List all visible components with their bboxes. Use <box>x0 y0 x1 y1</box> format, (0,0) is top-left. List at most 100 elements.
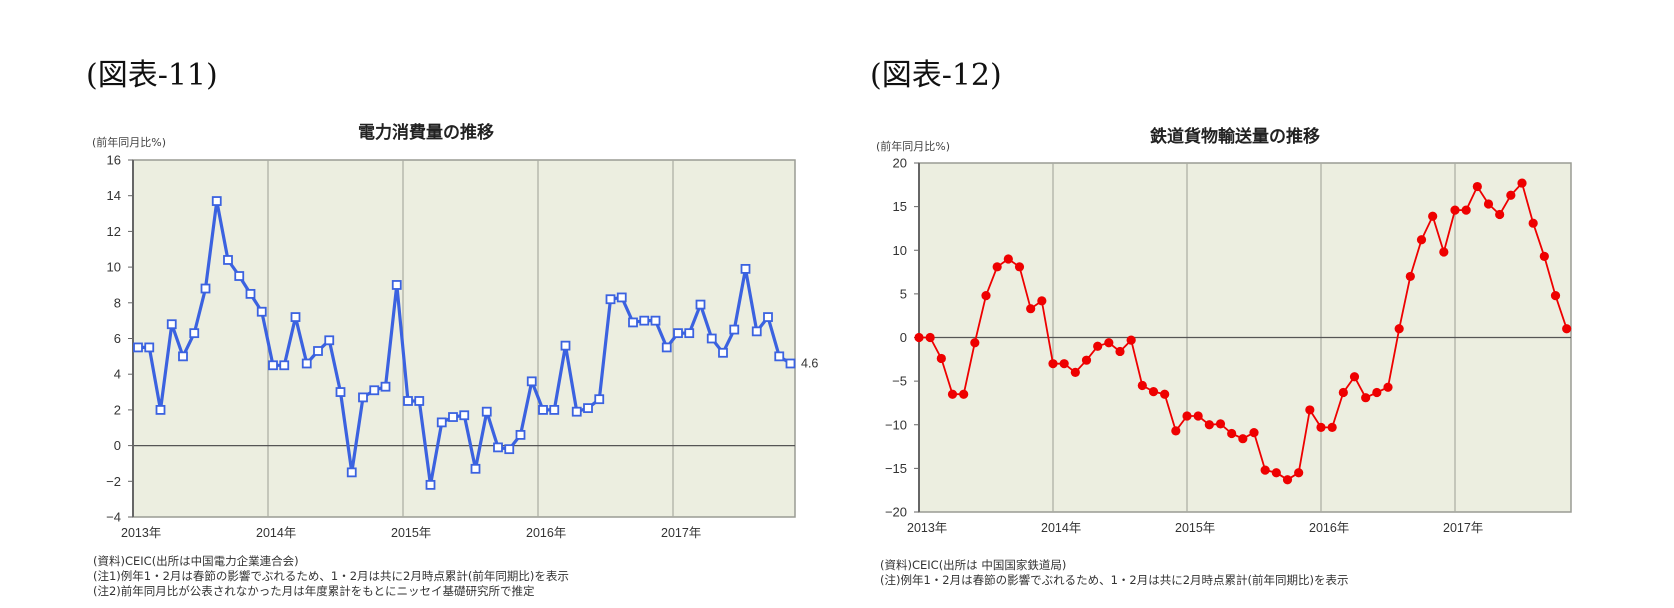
data-point-marker <box>346 467 357 478</box>
y-tick-label: 8 <box>114 295 121 310</box>
y-tick-label: −20 <box>885 505 907 520</box>
data-point-marker <box>959 389 969 399</box>
data-point-marker <box>1316 422 1326 432</box>
data-point-marker <box>245 288 256 299</box>
data-point-marker <box>144 342 155 353</box>
data-point-marker <box>1282 475 1293 485</box>
data-point-marker <box>1037 296 1047 306</box>
data-point-marker <box>684 328 695 339</box>
y-tick-label: 6 <box>114 331 121 346</box>
data-point-marker <box>459 410 470 421</box>
data-point-marker <box>936 353 946 364</box>
data-point-marker <box>1450 205 1460 215</box>
data-point-marker <box>1115 346 1125 357</box>
note-source: (資料)CEIC(出所は中国電力企業連合会) <box>93 554 299 568</box>
data-point-marker <box>234 271 245 281</box>
data-point-marker <box>1483 199 1494 209</box>
data-point-marker <box>1539 251 1549 261</box>
data-point-marker <box>1070 367 1080 377</box>
data-point-marker <box>414 396 425 406</box>
note-source: (資料)CEIC(出所は 中国国家鉄道局) <box>880 558 1067 572</box>
data-point-marker <box>594 394 605 405</box>
data-point-marker <box>1126 335 1136 345</box>
data-point-marker <box>166 319 177 330</box>
data-point-marker <box>538 404 548 415</box>
y-tick-label: −4 <box>106 510 121 525</box>
data-point-marker <box>1238 434 1248 444</box>
y-tick-label: 14 <box>107 188 121 203</box>
figure-label: (図表-11) <box>86 58 218 93</box>
data-point-marker <box>785 358 796 369</box>
data-point-marker <box>992 262 1002 272</box>
y-tick-label: 2 <box>114 402 121 417</box>
data-point-marker <box>493 442 503 453</box>
data-point-marker <box>155 404 166 415</box>
data-point-marker <box>560 340 571 351</box>
data-point-marker <box>981 291 991 301</box>
data-point-marker <box>1327 422 1337 432</box>
plot-area <box>132 159 796 518</box>
data-point-marker <box>1472 181 1482 192</box>
data-point-marker <box>549 404 560 415</box>
data-point-marker <box>403 396 413 406</box>
y-axis-unit-label: (前年同月比%) <box>876 140 951 153</box>
data-point-marker <box>1204 420 1214 430</box>
data-point-marker <box>947 389 958 399</box>
x-tick-label: 2014年 <box>1041 521 1081 535</box>
data-point-marker <box>639 315 650 326</box>
data-point-marker <box>1093 341 1103 351</box>
data-point-marker <box>616 292 627 303</box>
data-point-marker <box>1550 291 1561 301</box>
y-tick-label: −15 <box>885 461 907 476</box>
note-2: (注2)前年同月比が公表されなかった月は年度累計をもとにニッセイ基礎研究所で推定 <box>93 584 535 598</box>
last-value-label: 4.6 <box>801 356 818 370</box>
data-point-marker <box>211 196 222 206</box>
data-point-marker <box>369 385 380 396</box>
y-tick-label: 10 <box>893 243 907 258</box>
data-point-marker <box>1294 468 1304 478</box>
y-tick-label: −5 <box>892 374 907 389</box>
y-tick-label: −10 <box>885 417 907 432</box>
data-point-marker <box>1003 254 1013 264</box>
data-point-marker <box>763 312 773 322</box>
y-tick-label: 15 <box>893 199 907 214</box>
data-point-marker <box>1059 359 1069 369</box>
data-point-marker <box>740 263 751 274</box>
x-tick-label: 2015年 <box>391 526 431 540</box>
note-1: (注)例年1・2月は春節の影響でぶれるため、1・2月は共に2月時点累計(前年同期… <box>880 573 1349 587</box>
y-tick-label: 20 <box>893 156 907 171</box>
chart-title: 電力消費量の推移 <box>358 123 494 143</box>
data-point-marker <box>1349 372 1360 382</box>
data-point-marker <box>515 429 526 440</box>
data-point-marker <box>1137 380 1147 391</box>
data-point-marker <box>1517 178 1527 188</box>
x-tick-label: 2014年 <box>256 526 296 540</box>
data-point-marker <box>189 328 200 339</box>
data-point-marker <box>1227 428 1237 439</box>
data-point-marker <box>133 342 143 353</box>
y-tick-label: 0 <box>900 330 907 345</box>
y-tick-label: 16 <box>107 153 121 168</box>
note-1: (注1)例年1・2月は春節の影響でぶれるため、1・2月は共に2月時点累計(前年同… <box>93 569 569 583</box>
x-tick-label: 2013年 <box>121 526 161 540</box>
data-point-marker <box>1182 411 1192 421</box>
data-point-marker <box>268 360 278 371</box>
data-point-marker <box>1148 386 1159 397</box>
x-tick-label: 2017年 <box>661 526 701 540</box>
data-point-marker <box>448 412 458 422</box>
data-point-marker <box>1160 389 1170 399</box>
y-tick-label: 12 <box>107 224 121 239</box>
x-tick-label: 2016年 <box>1309 521 1349 535</box>
data-point-marker <box>436 417 447 428</box>
data-point-marker <box>673 328 683 339</box>
data-point-marker <box>970 338 980 348</box>
x-tick-label: 2015年 <box>1175 521 1215 535</box>
data-point-marker <box>914 332 924 343</box>
y-axis-unit-label: (前年同月比%) <box>92 136 167 149</box>
data-point-marker <box>526 376 537 387</box>
data-point-marker <box>256 306 267 317</box>
data-point-marker <box>178 351 188 362</box>
data-point-marker <box>1014 262 1025 272</box>
